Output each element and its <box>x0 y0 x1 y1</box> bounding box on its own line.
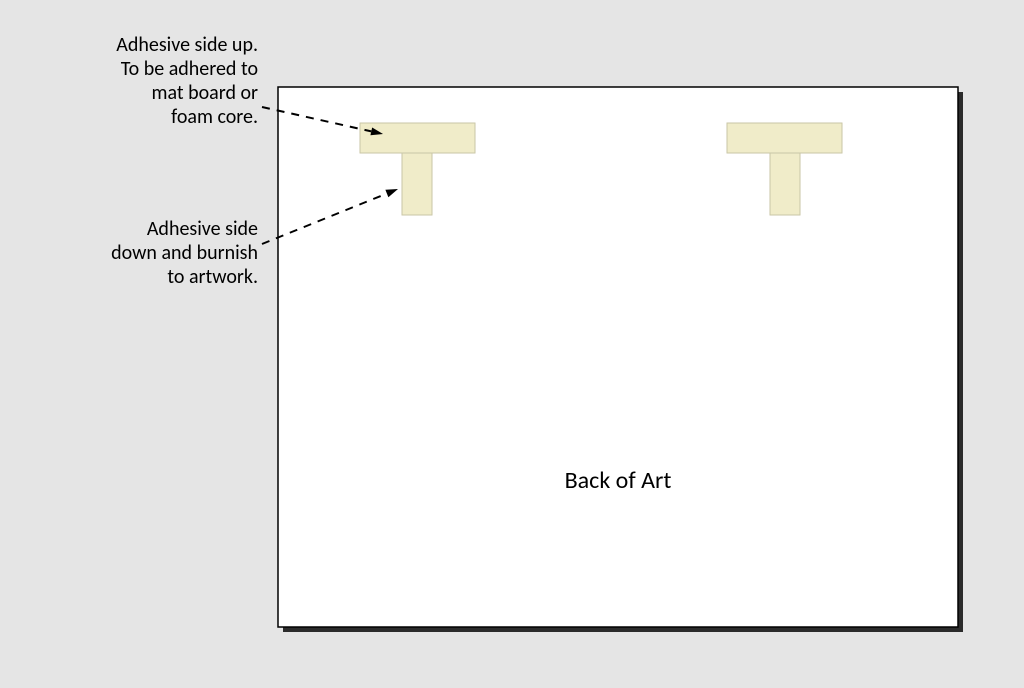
back-of-art-label: Back of Art <box>565 466 672 495</box>
callout-adhesive-up-line: foam core. <box>171 105 258 129</box>
callout-adhesive-up-line: Adhesive side up. <box>116 33 258 57</box>
callout-adhesive-up-line: To be adhered to <box>121 57 258 81</box>
callout-adhesive-down-line: down and burnish <box>111 241 258 265</box>
callout-adhesive-down-line: Adhesive side <box>147 217 258 241</box>
callout-adhesive-down-line: to artwork. <box>167 265 258 289</box>
artwork-panel <box>278 87 958 627</box>
hinge-right-cross <box>727 123 842 153</box>
callout-adhesive-up-line: mat board or <box>152 81 259 105</box>
hinge-left-cross <box>360 123 475 153</box>
